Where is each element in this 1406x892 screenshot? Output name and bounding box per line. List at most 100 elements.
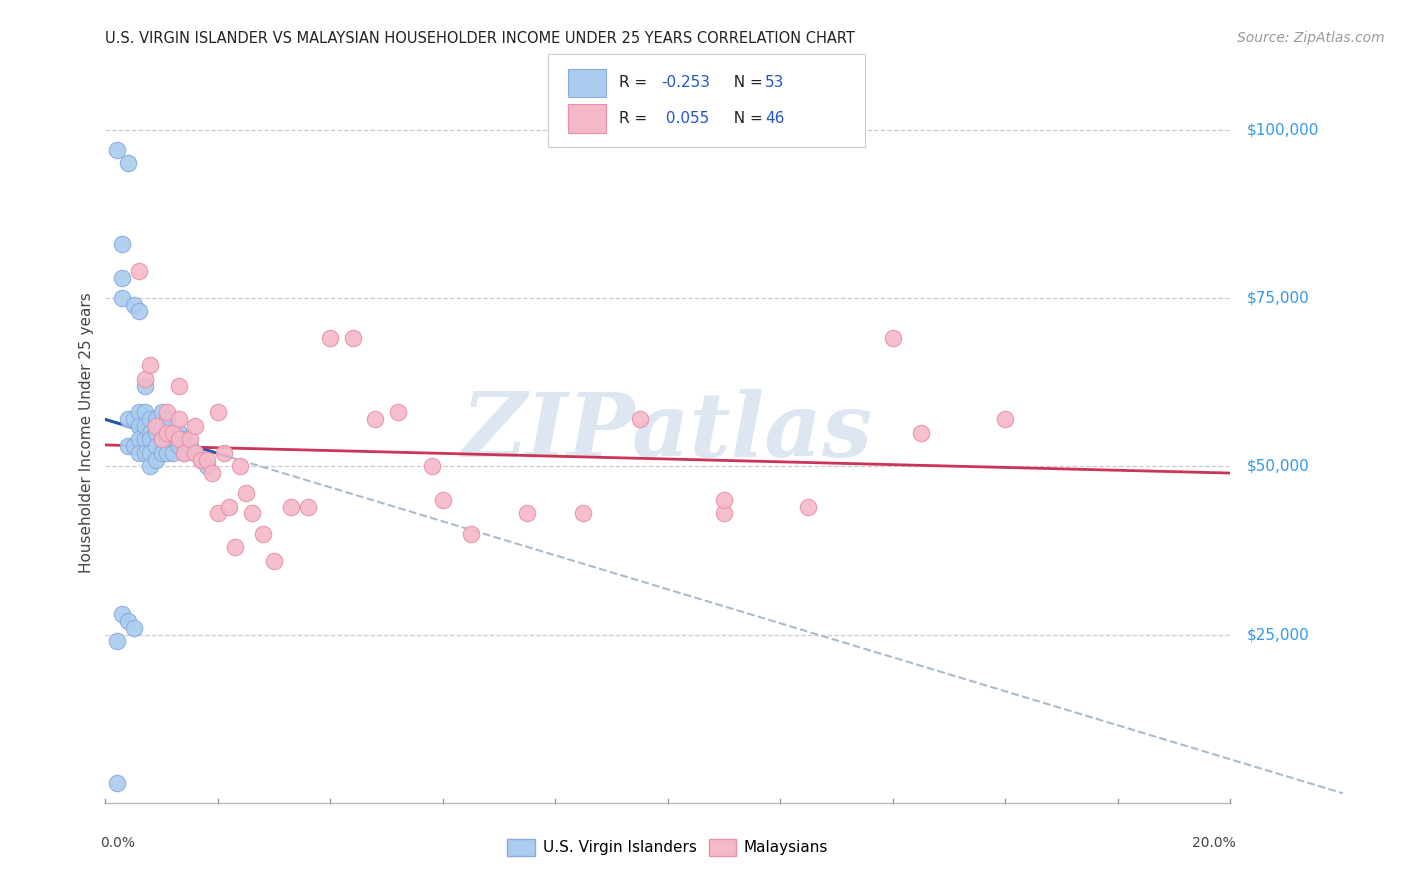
Text: 53: 53 [765,76,785,90]
Point [882,331,904,345]
Point [167,378,190,392]
Point [184,446,207,460]
Point [122,298,145,312]
Point [162,446,184,460]
Point [117,156,139,170]
Point [218,500,240,514]
Point [156,446,179,460]
Point [319,331,342,345]
Point [134,405,156,419]
Point [139,359,162,373]
Point [162,425,184,440]
Point [150,405,173,419]
Point [173,433,195,447]
Point [150,446,173,460]
Point [122,439,145,453]
Point [229,459,252,474]
Point [713,507,735,521]
Point [713,492,735,507]
Text: ZIPatlas: ZIPatlas [463,390,873,475]
Point [280,500,302,514]
Point [628,412,651,426]
Point [134,372,156,386]
Point [145,425,167,440]
Point [134,378,156,392]
Point [139,425,162,440]
Point [139,459,162,474]
Point [156,425,179,440]
Text: Source: ZipAtlas.com: Source: ZipAtlas.com [1237,31,1385,45]
Point [156,433,179,447]
Point [128,405,150,419]
Point [224,540,246,554]
Point [162,433,184,447]
Point [117,439,139,453]
Point [297,500,319,514]
Text: 20.0%: 20.0% [1192,836,1236,850]
Point [173,446,195,460]
Text: $50,000: $50,000 [1247,458,1310,474]
Point [173,446,195,460]
Point [105,775,128,789]
Point [167,433,190,447]
Point [145,439,167,453]
Point [195,452,218,467]
Text: $25,000: $25,000 [1247,627,1310,642]
Point [432,492,454,507]
Text: N =: N = [724,76,768,90]
Point [167,425,190,440]
Point [994,412,1017,426]
Point [128,264,150,278]
Point [122,412,145,426]
Point [122,621,145,635]
Point [420,459,443,474]
Point [150,418,173,433]
Point [156,405,179,419]
Point [167,439,190,453]
Text: R =: R = [619,76,652,90]
Point [263,553,285,567]
Text: U.S. VIRGIN ISLANDER VS MALAYSIAN HOUSEHOLDER INCOME UNDER 25 YEARS CORRELATION : U.S. VIRGIN ISLANDER VS MALAYSIAN HOUSEH… [105,31,855,46]
Point [128,304,150,318]
Point [150,433,173,447]
Point [111,607,134,622]
Point [179,433,201,447]
Point [252,526,274,541]
Point [128,446,150,460]
Point [235,486,257,500]
Point [145,412,167,426]
Point [516,507,538,521]
Legend: U.S. Virgin Islanders, Malaysians: U.S. Virgin Islanders, Malaysians [502,833,834,862]
Point [134,433,156,447]
Point [207,507,229,521]
Point [117,412,139,426]
Point [156,412,179,426]
Point [150,433,173,447]
Point [212,446,235,460]
Point [139,433,162,447]
Point [105,634,128,648]
Point [105,143,128,157]
Point [111,237,134,252]
Point [342,331,364,345]
Y-axis label: Householder Income Under 25 years: Householder Income Under 25 years [79,293,94,573]
Point [134,446,156,460]
Point [387,405,409,419]
Point [167,412,190,426]
Point [195,459,218,474]
Text: 0.055: 0.055 [661,112,709,126]
Point [128,433,150,447]
Point [910,425,932,440]
Text: 46: 46 [765,112,785,126]
Point [111,291,134,305]
Point [184,418,207,433]
Text: R =: R = [619,112,652,126]
Point [139,446,162,460]
Text: $100,000: $100,000 [1247,122,1319,137]
Point [572,507,595,521]
Point [111,270,134,285]
Point [145,452,167,467]
Point [797,500,820,514]
Point [128,418,150,433]
Point [190,452,212,467]
